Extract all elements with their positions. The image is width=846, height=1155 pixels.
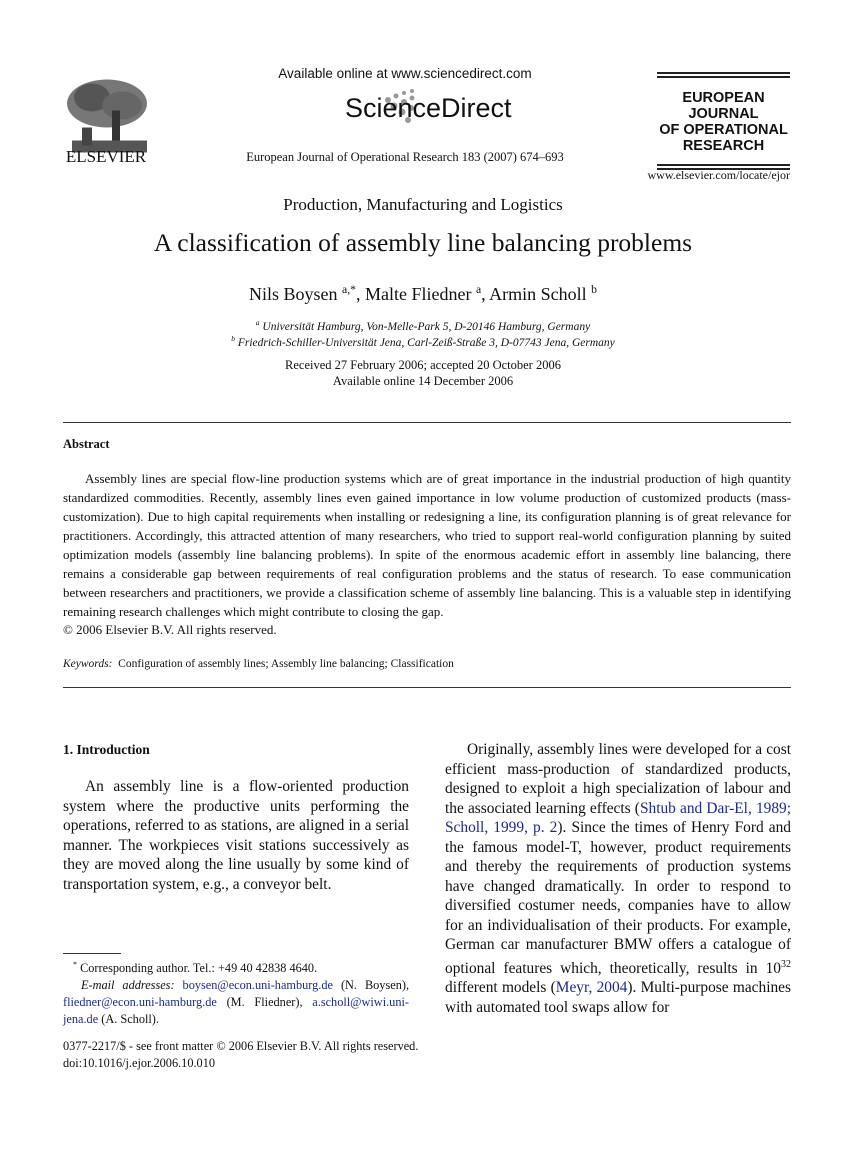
corresponding-author: Corresponding author. Tel.: +49 40 42838… <box>80 961 318 976</box>
author-name: Malte Fliedner <box>364 284 472 304</box>
issn: 0377-2217/$ - see front matter © 2006 El… <box>63 1039 419 1053</box>
exponent: 32 <box>781 958 791 970</box>
abstract-text: Assembly lines are special flow-line pro… <box>63 471 791 619</box>
footnote: * Corresponding author. Tel.: +49 40 428… <box>63 956 409 1028</box>
author-name: Nils Boysen <box>249 284 338 304</box>
journal-logo-line: RESEARCH <box>682 138 765 154</box>
email-owner: (M. Fliedner), <box>226 995 303 1010</box>
journal-logo-line: EUROPEAN <box>682 90 765 106</box>
email-owner: (N. Boysen), <box>340 978 410 993</box>
text: ). Since the times of Henry Ford and the… <box>445 819 792 977</box>
journal-url: www.elsevier.com/locate/ejor <box>647 168 791 182</box>
journal-logo-line: OF OPERATIONAL <box>659 122 788 138</box>
sciencedirect-dots-logo <box>385 89 415 123</box>
email-link[interactable]: fliedner@econ.uni-hamburg.de <box>63 995 217 1010</box>
aff-text: Friedrich-Schiller-Universität Jena, Car… <box>237 336 615 349</box>
abstract-copyright: © 2006 Elsevier B.V. All rights reserved… <box>63 622 277 637</box>
keywords: Keywords: Configuration of assembly line… <box>63 658 454 670</box>
affiliation: b Friedrich-Schiller-Universität Jena, C… <box>50 334 796 349</box>
elsevier-tree-logo <box>62 75 152 156</box>
received-date: Received 27 February 2006; accepted 20 O… <box>285 358 561 372</box>
journal-citation: European Journal of Operational Research… <box>246 150 564 164</box>
text: Originally, assembly lines were develope… <box>445 741 791 817</box>
email-label: E-mail addresses: <box>81 978 175 993</box>
keywords-text: Configuration of assembly lines; Assembl… <box>118 658 454 670</box>
aff-sup: a <box>255 318 260 327</box>
keywords-label: Keywords: <box>63 658 113 670</box>
available-online: Available online at www.sciencedirect.co… <box>278 66 532 81</box>
citation-link[interactable]: Meyr, 2004 <box>555 979 628 997</box>
front-matter: 0377-2217/$ - see front matter © 2006 El… <box>63 1038 483 1072</box>
section-label: Production, Manufacturing and Logistics <box>283 195 563 214</box>
available-date: Available online 14 December 2006 <box>332 374 514 388</box>
author-sup: b <box>591 283 597 296</box>
email-link[interactable]: a.scholl@wiwi.uni-jena.de <box>63 995 409 1027</box>
footnote-rule <box>63 953 121 954</box>
email-link[interactable]: boysen@econ.uni-hamburg.de <box>182 978 333 993</box>
dates: Received 27 February 2006; accepted 20 O… <box>100 357 746 389</box>
publisher-name: ELSEVIER <box>65 147 147 166</box>
section-heading: 1. Introduction <box>63 742 150 757</box>
author-sup: a,* <box>342 283 356 296</box>
sciencedirect-wordmark: ScienceDirect <box>345 93 512 123</box>
email-owner: (A. Scholl). <box>101 1012 159 1027</box>
affiliation: a Universität Hamburg, Von-Melle-Park 5,… <box>50 318 796 333</box>
author-name: Armin Scholl <box>489 284 587 304</box>
text: different models ( <box>445 979 556 997</box>
authors: Nils Boysen a,*, Malte Fliedner a, Armin… <box>249 283 597 304</box>
citation-link[interactable]: Shtub and Dar-El, 1989; Scholl, 1999, p.… <box>445 799 791 837</box>
author-sup: a <box>475 283 482 296</box>
footnote-mark: * <box>73 960 77 969</box>
aff-text: Universität Hamburg, Von-Melle-Park 5, D… <box>262 320 591 333</box>
journal-logo-line: JOURNAL <box>688 106 759 122</box>
intro-paragraph-left: An assembly line is a flow-oriented prod… <box>63 778 409 893</box>
doi: doi:10.1016/j.ejor.2006.10.010 <box>63 1056 215 1070</box>
intro-paragraph-right: Originally, assembly lines were develope… <box>445 740 791 1017</box>
paper-title: A classification of assembly line balanc… <box>153 228 693 257</box>
abstract-heading: Abstract <box>63 437 110 451</box>
aff-sup: b <box>231 334 235 343</box>
divider <box>63 687 791 688</box>
divider <box>63 422 791 423</box>
journal-logo: EUROPEAN JOURNAL OF OPERATIONAL RESEARCH <box>657 70 790 172</box>
text: ). Multi-purpose machines with automated… <box>445 979 791 1016</box>
